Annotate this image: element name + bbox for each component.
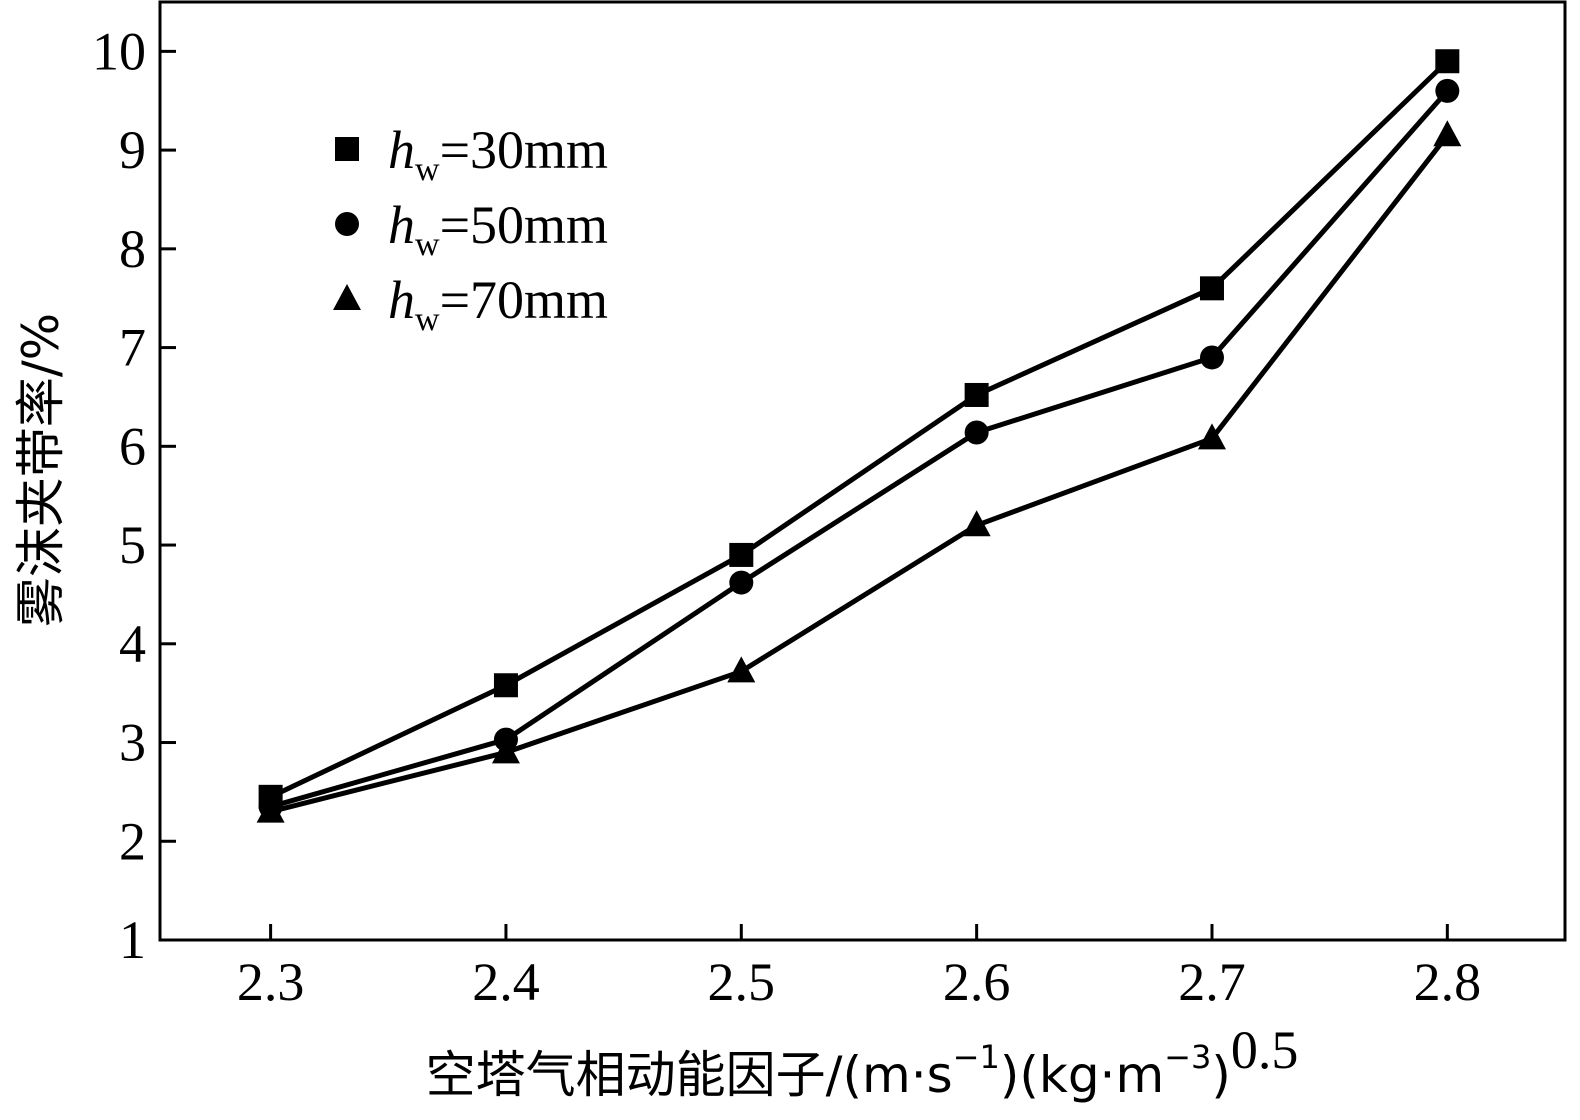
- y-axis: 1 2 3 4 5 6 7 8 9 10: [92, 21, 176, 970]
- legend-label-h: h: [388, 270, 415, 330]
- series-line: [270, 133, 1450, 815]
- y-axis-title: 雾沫夹带率/%: [12, 313, 70, 627]
- x-axis-title-main: 空塔气相动能因子/(m·s: [426, 1046, 953, 1104]
- x-axis-title-mid: )(kg·m: [1000, 1046, 1164, 1104]
- data-point-triangle: [491, 737, 520, 764]
- data-point-square: [493, 673, 518, 698]
- y-tick-label: 9: [119, 120, 146, 180]
- x-tick-label: 2.4: [472, 952, 540, 1012]
- y-tick-label: 8: [119, 219, 146, 279]
- x-tick-label: 2.7: [1178, 952, 1246, 1012]
- data-point-triangle: [1433, 120, 1462, 147]
- x-axis-title-exp3: 0.5: [1231, 1020, 1299, 1080]
- x-tick-label: 2.3: [237, 952, 305, 1012]
- legend-label-sub: w: [415, 301, 440, 338]
- data-point-circle: [1199, 345, 1224, 370]
- legend-label-h: h: [388, 195, 415, 255]
- x-tick-label: 2.6: [943, 952, 1011, 1012]
- data-point-square: [1435, 49, 1460, 74]
- y-tick-label: 10: [92, 21, 146, 81]
- series-line: [269, 89, 1450, 810]
- y-tick-label: 6: [119, 416, 146, 476]
- legend-label-sub: w: [415, 151, 440, 188]
- legend-label-sub: w: [415, 226, 440, 263]
- data-point-triangle: [727, 656, 756, 683]
- y-tick-label: 3: [119, 713, 146, 773]
- data-point-circle: [729, 570, 754, 595]
- data-point-square: [964, 382, 989, 407]
- plot-area-frame: [158, 0, 1567, 942]
- y-tick-label: 4: [119, 614, 146, 674]
- data-point-triangle: [256, 796, 285, 823]
- y-tick-label: 2: [119, 811, 146, 871]
- series-group: [256, 49, 1462, 823]
- x-axis-title-close: ): [1211, 1046, 1231, 1104]
- legend-label: hw=30mm: [388, 120, 608, 188]
- data-point-square: [1199, 276, 1224, 301]
- legend-marker-triangle: [333, 284, 361, 310]
- x-axis: 2.3 2.4 2.5 2.6 2.7 2.8: [237, 924, 1481, 1012]
- y-tick-label: 5: [119, 515, 146, 575]
- data-point-triangle: [962, 510, 991, 537]
- y-tick-label: 1: [119, 910, 146, 970]
- y-tick-label: 7: [119, 318, 146, 378]
- legend-label-h: h: [388, 120, 415, 180]
- series-1: [258, 49, 1460, 809]
- legend-marker-square: [335, 137, 359, 161]
- x-tick-label: 2.5: [708, 952, 776, 1012]
- legend-label-rest: =30mm: [440, 120, 608, 180]
- data-point-circle: [1435, 78, 1460, 103]
- x-axis-title-exp1: −1: [953, 1038, 1000, 1076]
- series-3: [256, 120, 1462, 823]
- x-tick-label: 2.8: [1414, 952, 1482, 1012]
- data-point-triangle: [1197, 423, 1226, 450]
- data-point-circle: [964, 420, 989, 445]
- x-axis-title: 空塔气相动能因子/(m·s−1)(kg·m−3)0.5: [426, 1020, 1299, 1104]
- legend-label: hw=70mm: [388, 270, 608, 338]
- legend-label-rest: =70mm: [440, 270, 608, 330]
- series-line: [269, 59, 1450, 800]
- legend-marker-circle: [335, 212, 359, 236]
- legend-label: hw=50mm: [388, 195, 608, 263]
- x-axis-title-exp2: −3: [1164, 1038, 1211, 1076]
- series-2: [258, 78, 1460, 819]
- legend-label-rest: =50mm: [440, 195, 608, 255]
- data-point-square: [729, 542, 754, 567]
